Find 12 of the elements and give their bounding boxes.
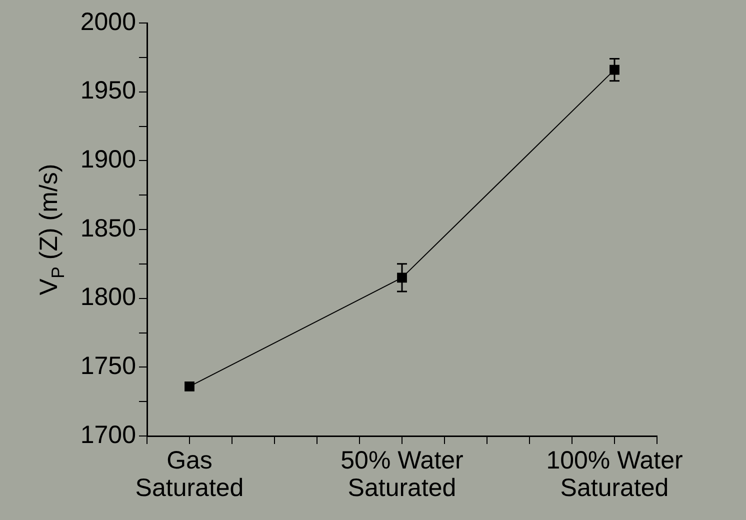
- y-tick-label: 1800: [80, 283, 136, 312]
- y-tick-label: 1900: [80, 146, 136, 174]
- x-tick-label: 50% Water Saturated: [340, 446, 464, 502]
- point: [184, 381, 194, 392]
- y-tick-label: 1850: [80, 214, 136, 242]
- y-tick-label: 2000: [80, 8, 136, 36]
- x-tick-label: Gas Saturated: [135, 446, 244, 502]
- y-tick-label: 1750: [80, 352, 136, 380]
- x-tick-label: 100% Water Saturated: [546, 446, 683, 502]
- y-tick-label: 1950: [80, 76, 136, 105]
- y-tick-label: 1700: [80, 420, 136, 449]
- y-axis-title: VP (Z) (m/s): [35, 164, 68, 296]
